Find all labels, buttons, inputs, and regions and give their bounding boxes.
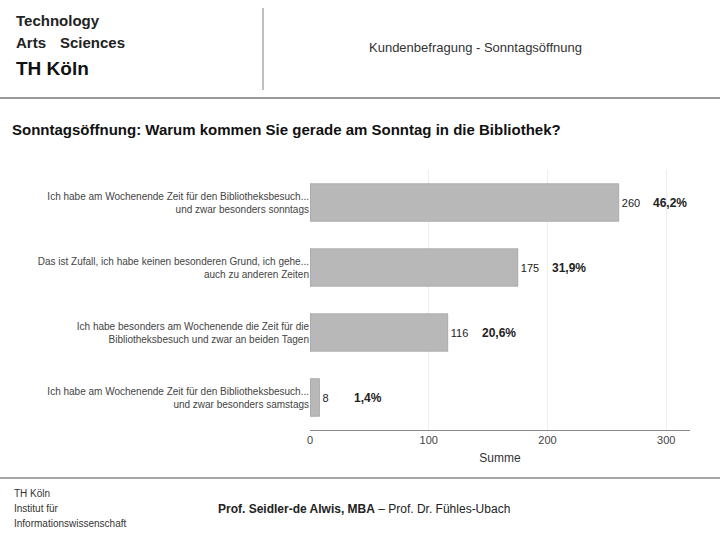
svg-text:116: 116 [451, 327, 469, 339]
svg-text:Ich habe am Wochenende Zeit fü: Ich habe am Wochenende Zeit für den Bibl… [47, 191, 309, 215]
svg-text:Informationswissenschaft: Informationswissenschaft [14, 518, 126, 529]
svg-text:Sonntagsöffnung: Warum kommen: Sonntagsöffnung: Warum kommen Sie gerade… [12, 121, 561, 138]
svg-text:175: 175 [521, 262, 539, 274]
svg-text:100: 100 [420, 434, 438, 446]
svg-text:0: 0 [307, 434, 313, 446]
svg-text:Summe: Summe [479, 451, 521, 465]
svg-text:8: 8 [323, 392, 329, 404]
svg-text:20,6%: 20,6% [482, 326, 516, 340]
svg-text:200: 200 [538, 434, 556, 446]
svg-text:31,9%: 31,9% [552, 261, 586, 275]
svg-text:260: 260 [622, 197, 640, 209]
svg-text:46,2%: 46,2% [653, 196, 687, 210]
svg-text:Das ist Zufall, ich habe keine: Das ist Zufall, ich habe keinen besonder… [38, 256, 309, 280]
svg-text:Ich habe besonders am Wochenen: Ich habe besonders am Wochenende die Zei… [77, 321, 310, 345]
svg-text:Kundenbefragung - Sonntagsöffn: Kundenbefragung - Sonntagsöffnung [369, 40, 582, 55]
svg-text:Ich habe am Wochenende Zeit fü: Ich habe am Wochenende Zeit für den Bibl… [47, 386, 309, 410]
svg-text:Arts: Arts [16, 34, 46, 51]
svg-text:TH Köln: TH Köln [16, 58, 89, 79]
svg-text:Prof. Seidler-de Alwis, MBA –: Prof. Seidler-de Alwis, MBA – Prof. Dr. … [218, 502, 510, 516]
svg-text:Technology: Technology [16, 12, 100, 29]
svg-text:1,4%: 1,4% [354, 391, 382, 405]
svg-text:300: 300 [657, 434, 675, 446]
svg-text:Sciences: Sciences [60, 34, 125, 51]
svg-text:Institut für: Institut für [14, 503, 59, 514]
svg-text:TH Köln: TH Köln [14, 488, 50, 499]
